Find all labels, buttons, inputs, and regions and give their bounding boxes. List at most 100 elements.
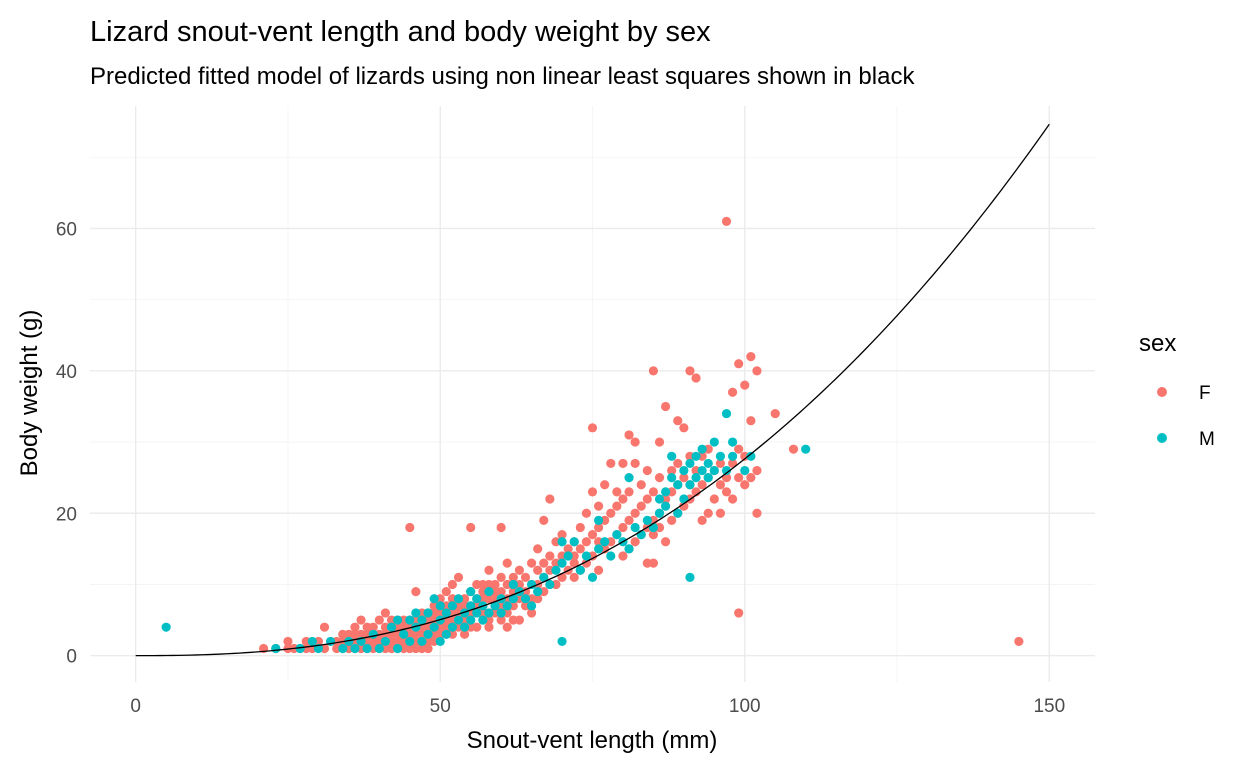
data-point-f (630, 458, 640, 469)
data-point-f (691, 373, 701, 383)
data-point-m (520, 594, 531, 604)
data-point-m (667, 451, 677, 461)
data-point-m (673, 508, 683, 518)
data-point-m (624, 473, 634, 483)
data-point-f (533, 544, 543, 554)
data-point-f (752, 508, 762, 518)
data-point-m (441, 629, 451, 639)
data-point-m (386, 622, 397, 632)
data-point-f (721, 487, 732, 497)
series-f-points (258, 216, 1024, 654)
data-point-m (392, 643, 403, 654)
data-point-f (630, 537, 640, 547)
data-point-m (459, 608, 470, 618)
data-point-m (344, 636, 354, 647)
data-point-m (526, 601, 537, 611)
data-point-m (551, 565, 561, 575)
x-tick-label: 0 (130, 696, 141, 717)
y-axis-ticks: 0 20 40 60 (56, 219, 77, 667)
data-point-m (490, 601, 500, 611)
data-point-f (533, 594, 543, 604)
data-point-f (441, 586, 451, 597)
legend-key-m (1157, 433, 1167, 443)
data-point-f (575, 544, 585, 554)
data-point-m (429, 622, 439, 632)
data-point-f (727, 494, 738, 504)
chart-title: Lizard snout-vent length and body weight… (90, 16, 711, 48)
data-point-f (667, 465, 677, 476)
data-point-m (587, 572, 598, 582)
fitted-model-line (135, 123, 1050, 657)
data-point-m (660, 487, 671, 497)
data-point-f (520, 572, 531, 582)
data-point-f (727, 458, 738, 469)
data-point-f (484, 622, 494, 632)
data-point-f (502, 622, 512, 632)
data-point-m (338, 643, 348, 654)
data-point-f (593, 522, 604, 533)
data-point-m (593, 544, 604, 554)
data-point-m (679, 465, 689, 476)
data-point-m (496, 608, 506, 618)
data-point-f (606, 508, 616, 518)
data-point-m (575, 565, 585, 575)
data-point-f (569, 572, 579, 582)
data-point-f (618, 494, 628, 504)
data-point-f (734, 359, 744, 369)
data-point-f (533, 565, 543, 575)
data-point-f (654, 473, 665, 483)
data-point-f (715, 508, 726, 518)
legend-key-f (1157, 387, 1167, 397)
data-point-m (447, 622, 458, 632)
data-point-f (746, 473, 756, 483)
data-point-m (411, 622, 421, 632)
data-point-f (496, 586, 506, 597)
data-point-m (612, 530, 622, 540)
data-point-f (788, 444, 799, 454)
data-point-m (697, 444, 707, 454)
data-point-m (392, 615, 403, 625)
data-point-f (557, 530, 567, 540)
data-point-f (740, 480, 750, 490)
data-point-f (709, 494, 719, 504)
data-point-m (447, 601, 458, 611)
data-point-f (587, 423, 598, 433)
data-point-m (466, 615, 476, 625)
data-point-m (484, 608, 494, 618)
data-point-m (727, 437, 738, 447)
data-point-m (569, 537, 579, 547)
data-point-m (423, 629, 433, 639)
data-point-m (484, 586, 494, 597)
data-point-f (569, 558, 579, 568)
minor-gridlines (90, 106, 1095, 682)
data-point-f (496, 615, 506, 625)
data-point-f (703, 508, 713, 518)
data-point-m (466, 601, 476, 611)
data-point-m (727, 451, 738, 461)
data-point-f (526, 608, 537, 618)
data-point-f (740, 380, 750, 390)
data-point-f (642, 465, 652, 476)
data-point-f (618, 522, 628, 533)
data-point-f (514, 615, 525, 625)
y-tick-label: 0 (66, 647, 77, 668)
data-point-m (691, 473, 701, 483)
data-point-m (307, 636, 317, 647)
data-point-f (374, 615, 384, 625)
data-point-f (563, 544, 573, 554)
data-point-m (630, 522, 640, 533)
data-point-f (581, 537, 592, 547)
data-point-f (587, 530, 598, 540)
data-point-m (740, 465, 750, 476)
data-point-m (557, 558, 567, 568)
data-point-m (593, 515, 604, 525)
data-point-m (654, 494, 665, 504)
data-point-m (429, 594, 439, 604)
data-point-f (752, 366, 762, 376)
data-point-m (563, 551, 573, 561)
legend: sex F M (1139, 330, 1215, 450)
major-gridlines (90, 106, 1095, 682)
data-point-m (435, 636, 445, 647)
data-point-f (490, 579, 500, 590)
